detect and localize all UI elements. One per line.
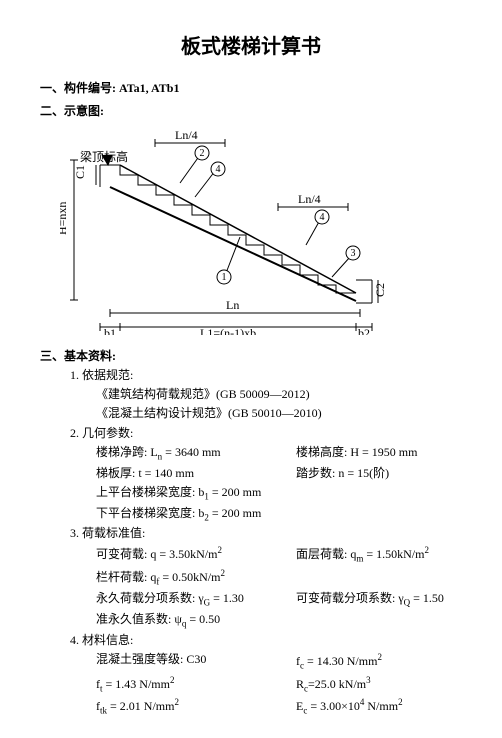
mat-grade-row: 混凝土强度等级: C30 fc = 14.30 N/mm2 xyxy=(96,650,462,673)
load-quasi: 准永久值系数: ψq = 0.50 xyxy=(96,610,462,631)
load-factors-row: 永久荷载分项系数: γG = 1.30 可变荷载分项系数: γQ = 1.50 xyxy=(96,589,462,610)
svg-text:H=nxh: H=nxh xyxy=(60,202,69,235)
sec-load-head: 3. 荷载标准值: xyxy=(70,524,462,543)
svg-text:梁顶标高: 梁顶标高 xyxy=(80,149,128,164)
svg-text:b2: b2 xyxy=(358,326,370,335)
svg-text:C2: C2 xyxy=(373,283,387,297)
svg-text:L1=(n-1)xb: L1=(n-1)xb xyxy=(200,326,256,335)
svg-text:Ln/4: Ln/4 xyxy=(175,128,198,142)
svg-text:b1: b1 xyxy=(104,326,116,335)
svg-text:3: 3 xyxy=(351,248,356,259)
load-rail: 栏杆荷载: qf = 0.50kN/m2 xyxy=(96,566,462,589)
stair-diagram: 2 4 1 4 3 梁顶标高 Ln/4 Ln/4 C1 C2 H=nxh Ln … xyxy=(60,125,462,339)
mat-ftk-row: ftk = 2.01 N/mm2 Ec = 3.00×104 N/mm2 xyxy=(96,695,462,718)
svg-text:2: 2 xyxy=(200,148,205,159)
sec-standards-head: 1. 依据规范: xyxy=(70,366,462,385)
standards-line1: 《建筑结构荷载规范》(GB 50009—2012) xyxy=(96,385,462,404)
svg-text:Ln: Ln xyxy=(226,298,239,312)
heading-diagram: 二、示意图: xyxy=(40,102,462,119)
svg-text:1: 1 xyxy=(222,272,227,283)
sec-material-head: 4. 材料信息: xyxy=(70,631,462,650)
mat-ft-row: ft = 1.43 N/mm2 Rc=25.0 kN/m3 xyxy=(96,673,462,696)
load-live-row: 可变荷载: q = 3.50kN/m2 面层荷载: qm = 1.50kN/m2 xyxy=(96,543,462,566)
geom-bot-beam: 下平台楼梯梁宽度: b2 = 200 mm xyxy=(96,504,462,525)
geom-span-row: 楼梯净跨: Ln = 3640 mm 楼梯高度: H = 1950 mm xyxy=(96,443,462,464)
geom-top-beam: 上平台楼梯梁宽度: b1 = 200 mm xyxy=(96,483,462,504)
sec-geom-head: 2. 几何参数: xyxy=(70,424,462,443)
svg-text:4: 4 xyxy=(320,212,325,223)
svg-text:Ln/4: Ln/4 xyxy=(298,192,321,206)
svg-text:4: 4 xyxy=(216,164,221,175)
svg-text:C1: C1 xyxy=(73,165,87,179)
heading-basic-data: 三、基本资料: xyxy=(40,347,462,364)
heading-component: 一、构件编号: ATa1, ATb1 xyxy=(40,79,462,96)
geom-thick-row: 梯板厚: t = 140 mm 踏步数: n = 15(阶) xyxy=(96,464,462,483)
standards-line2: 《混凝土结构设计规范》(GB 50010—2010) xyxy=(96,404,462,423)
page-title: 板式楼梯计算书 xyxy=(40,30,462,59)
